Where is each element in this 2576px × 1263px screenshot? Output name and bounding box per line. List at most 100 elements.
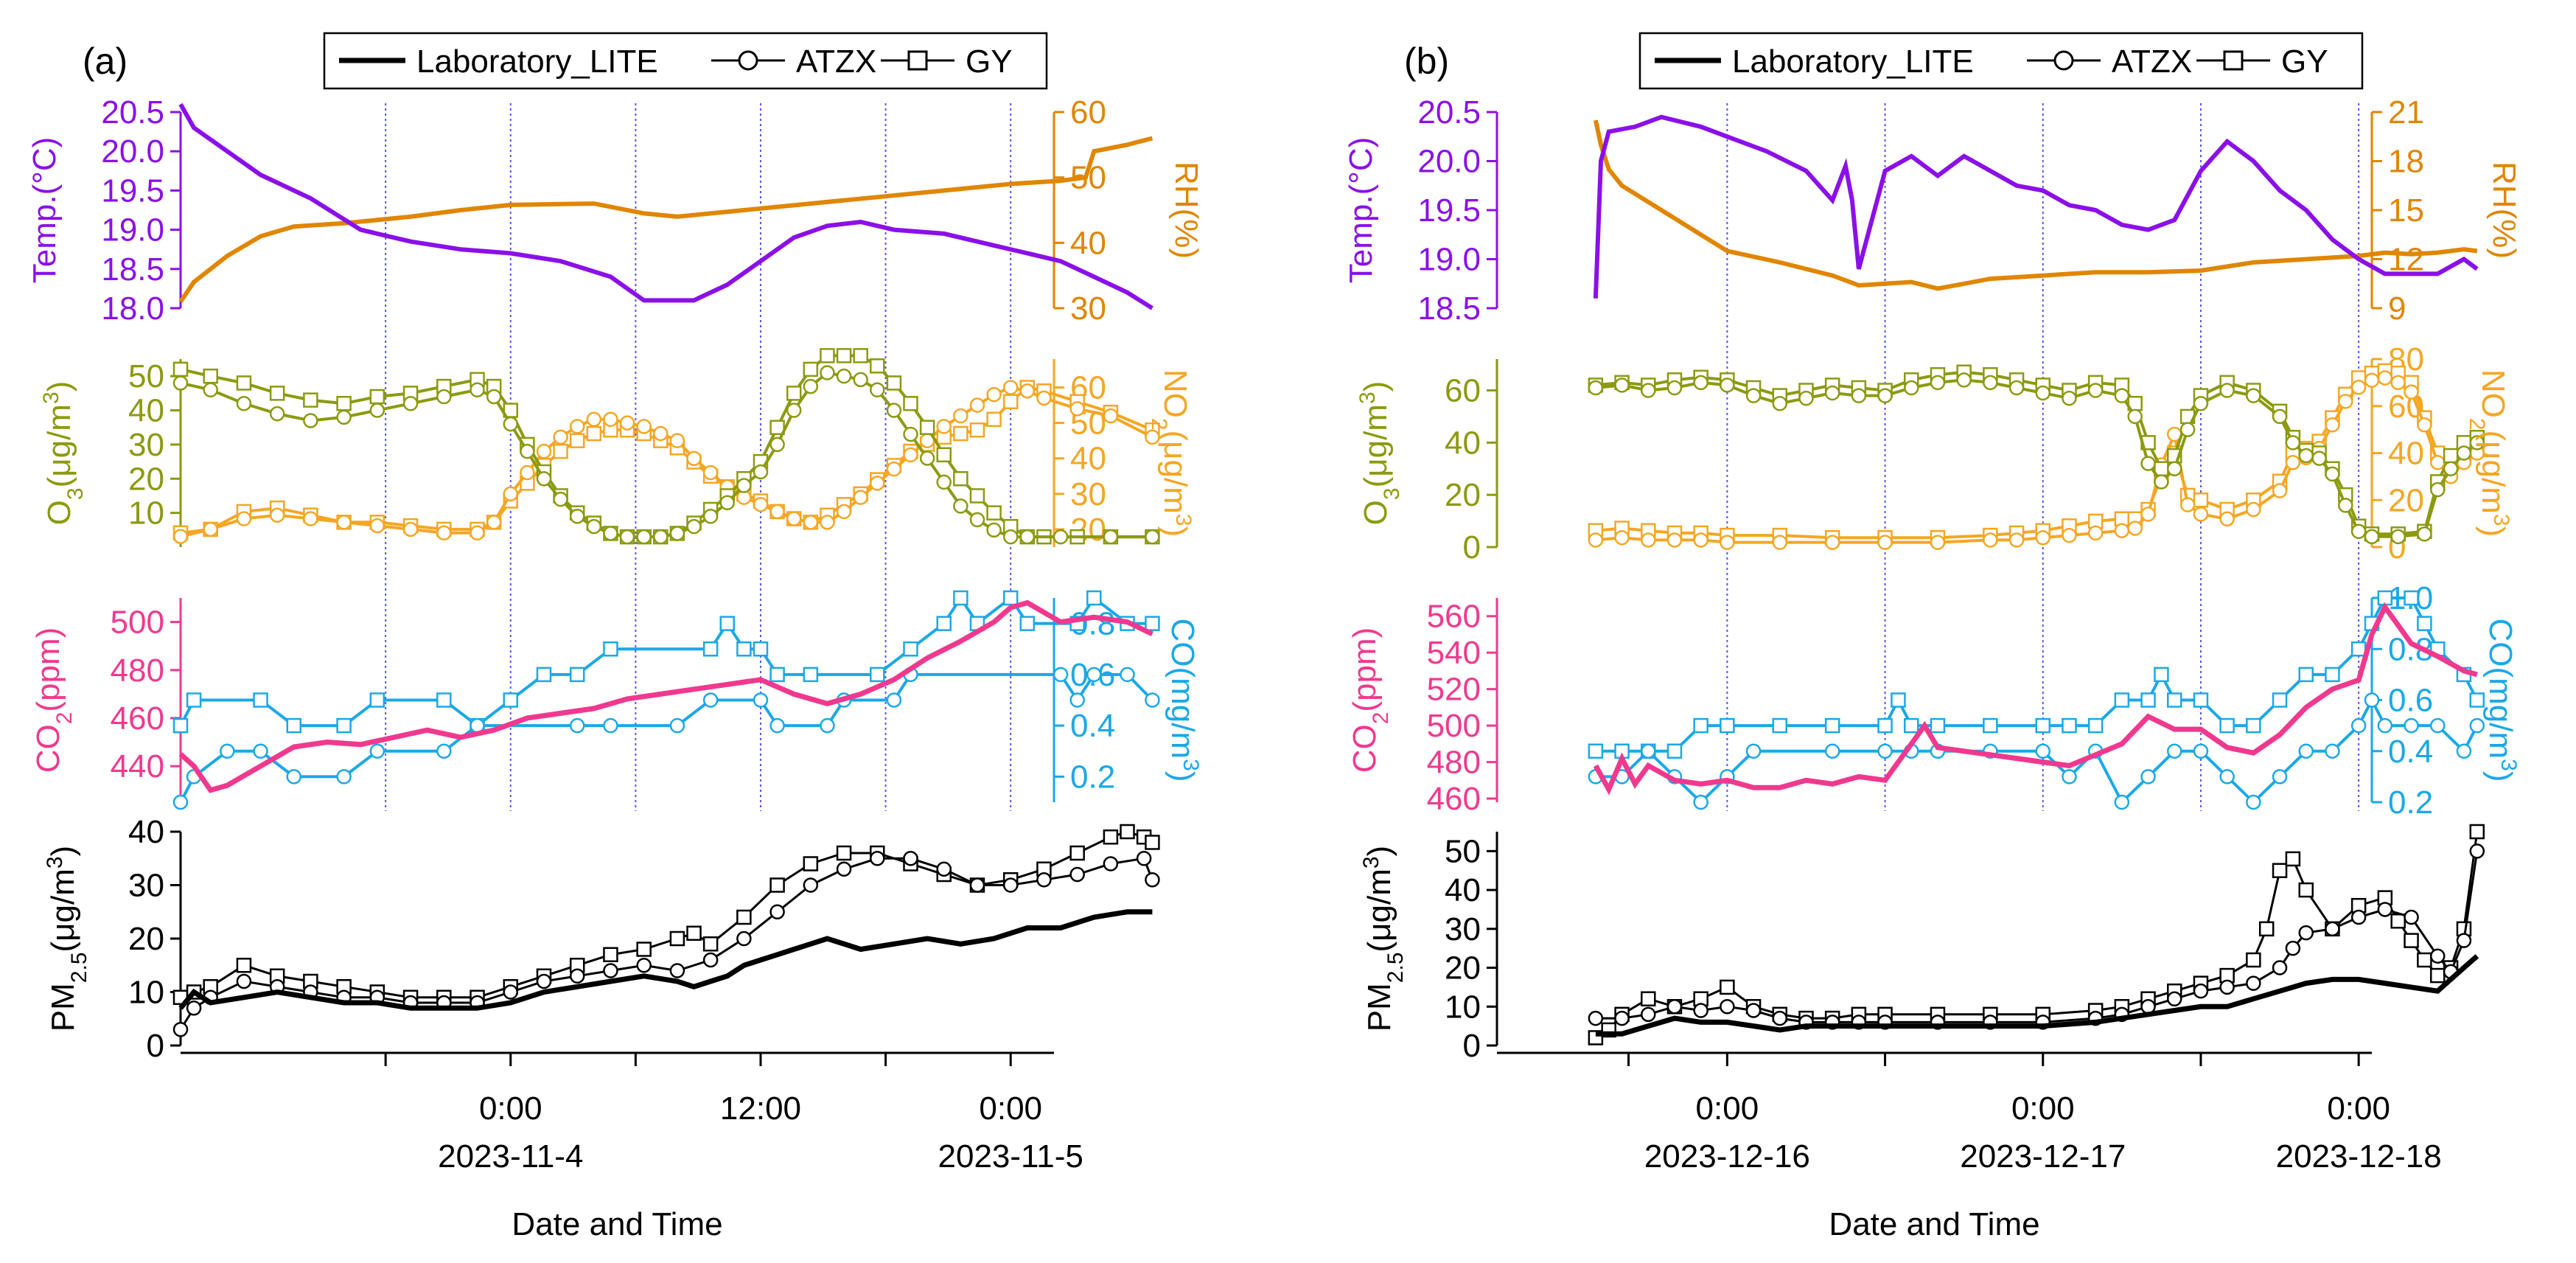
panel-a-pm-gy-marker [686,925,702,941]
x-tick-date: 2023-12-16 [1644,1138,1810,1175]
tick-label: 30 [1445,911,1481,947]
panel-a-no2-atzx-marker [203,521,218,537]
panel-b-o3-atzx-marker [2456,445,2472,461]
panel-a-pm-gy-marker [769,877,785,893]
panel-b-pm-atzx-marker [2219,979,2235,995]
panel-a-no2-atzx-marker [936,419,952,434]
panel-a-pm-atzx-marker [503,984,519,1000]
panel-a-co-atzx-marker [1053,667,1069,683]
panel-b-no2-atzx-marker [2338,394,2353,409]
panel-b-o3-atzx-marker [2364,529,2380,545]
tick-label: 480 [111,653,164,689]
label-span: m [1165,732,1201,759]
panel-b-co-gy-marker [2114,692,2130,708]
panel-a-pm-atzx-marker [836,861,852,877]
panel-b-o3-atzx-marker [2417,526,2432,542]
label-span: (μg/ [1361,895,1397,952]
tick-label: 12 [2388,242,2424,278]
tick-label: 60 [1070,94,1106,131]
panel-a-o3-atzx-marker [786,403,802,418]
label-span: m [1157,487,1193,514]
panel-a-no2-atzx-marker [603,411,618,428]
panel-b-pm-atzx-marker [2193,983,2209,999]
tick-label: 0.6 [2388,683,2433,719]
label-span: 2 [1369,712,1393,725]
panel-a-co-gy-marker [286,717,302,734]
label-span: 2 [52,712,77,725]
label-span: m [2482,732,2519,759]
panel-b-co-atzx-marker [1745,743,1762,759]
x-tick-time: 0:00 [2011,1090,2075,1127]
tick-label: 18.0 [101,290,164,327]
panel-a-co-gy-marker [753,641,769,657]
panel-a-o3-gy-marker [836,348,852,363]
panel-a-no2-atzx-marker [503,486,519,502]
panel-b-pm-gy-marker [2285,851,2301,867]
panel-a-co2-axis: 440 460 480 500 [111,598,182,802]
panel-a-co-atzx-marker [172,794,189,810]
panel-a-o3-gy-marker [203,368,218,384]
tick-label: 20 [1445,950,1481,987]
panel-a-o3-atzx-marker [1145,529,1160,545]
panel-a-pm-atzx-marker [569,968,585,984]
panel-a-no2-atzx-marker [336,515,352,530]
panel-b-o3-atzx-marker [1588,380,1604,396]
panel-b-pm-atzx-marker [1693,1003,1708,1018]
panel-a-co-atzx-marker [820,717,835,734]
panel-a-o3-atzx-marker [619,529,635,545]
panel-b-o3-atzx-marker [1614,377,1630,393]
panel-b-o3-atzx-marker [2167,461,2182,476]
panel-a-o3-atzx-marker [520,443,535,459]
panel-a-co-atzx-marker [569,717,585,734]
panel-b-co-gy-marker [2035,717,2051,734]
panel-b-o3-atzx-marker [2390,529,2406,545]
panel-b-co-gy-marker [1904,717,1919,734]
panel-b-o3-atzx-marker [1641,383,1656,398]
label-span: 3 [1179,759,1204,771]
tick-label: 20.0 [101,133,164,170]
panel-a-o3-atzx-marker [919,450,935,466]
panel-a-pm-atzx-marker [702,952,719,968]
panel-b-o3-atzx-marker [2087,383,2104,398]
legend-marker-gy [907,50,928,71]
panel-a-no2-atzx-marker [236,511,252,526]
label-span: ) [1165,771,1201,782]
panel-b-pm-atzx-marker [2469,843,2485,859]
panel-b-rh-axis-title-text: RH(%) [2486,161,2522,259]
panel-a-no2-atzx-marker [702,465,719,481]
panel-b-co-gy-marker [2154,667,2169,683]
panel-b-co-gy-marker [1983,717,1998,734]
panel-b-o3-atzx-marker [1798,390,1814,406]
tick-label: 15 [2388,192,2424,229]
panel-b-pm-gy-marker [2390,914,2406,929]
panel-a-pm-atzx-marker [536,973,552,989]
panel-a-no2-atzx-marker [470,525,485,541]
panel-b-no2-atzx-marker [2417,417,2432,433]
panel-b-co-atzx-marker [2429,717,2446,734]
panel-b-no2-atzx-marker [2062,527,2077,543]
panel-b-o3-atzx-marker [2350,523,2367,539]
panel-a-pm-atzx-marker [969,877,985,893]
panel-a-pm-atzx-marker [1036,872,1052,888]
panel-a-o3-gy-marker [903,396,918,411]
panel-a-pm-atzx-marker [603,963,618,978]
x-tick-time: 0:00 [479,1090,542,1127]
panel-a-no2-gy-marker [569,433,585,448]
panel-a-o3-atzx-marker [719,495,736,510]
panel-b-o3-atzx-marker [2429,481,2446,498]
panel-b-no2-atzx-marker [1693,532,1708,548]
panel-a-pm-atzx-marker [236,973,252,989]
panel-b-co-gy-marker [1693,717,1708,734]
panel-b-o3-axis: 0 20 40 60 [1445,359,1498,566]
panel-a-o3-atzx-marker [336,409,352,425]
panel-a-no2-atzx-marker [1069,401,1085,417]
x-tick-time: 12:00 [720,1090,801,1127]
panel-a-o3-atzx-marker [1053,529,1069,545]
panel-b-no2-atzx-marker [2219,511,2235,526]
panel-a-co-gy-marker [903,641,918,657]
label-span: 2.5 [1383,952,1408,983]
panel-a-pm-lite-line [178,909,1153,1011]
tick-label: 440 [111,748,164,784]
panel-b-no2-atzx-marker [2087,525,2104,541]
